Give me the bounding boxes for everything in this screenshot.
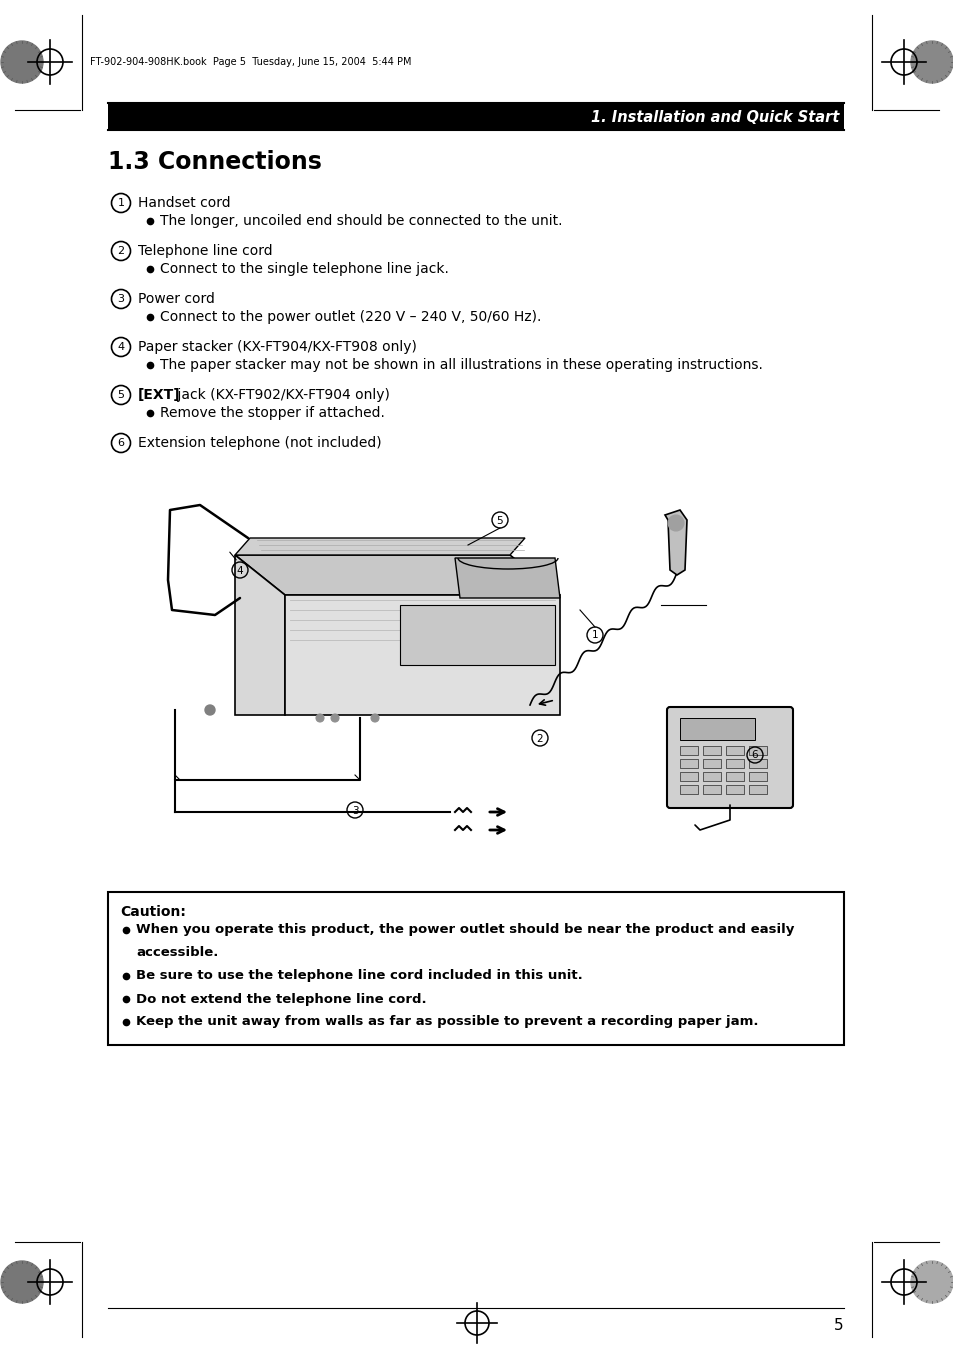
Text: Extension telephone (not included): Extension telephone (not included) bbox=[138, 436, 381, 450]
Text: 6: 6 bbox=[117, 439, 125, 449]
Circle shape bbox=[910, 1260, 952, 1302]
Bar bbox=[702, 746, 720, 755]
Polygon shape bbox=[234, 555, 559, 594]
Text: 1. Installation and Quick Start: 1. Installation and Quick Start bbox=[590, 109, 838, 126]
Circle shape bbox=[667, 515, 683, 531]
Circle shape bbox=[1, 1260, 43, 1302]
Text: Do not extend the telephone line cord.: Do not extend the telephone line cord. bbox=[136, 993, 426, 1005]
Bar bbox=[702, 771, 720, 781]
Circle shape bbox=[331, 713, 338, 721]
Text: [EXT]: [EXT] bbox=[138, 388, 180, 403]
Text: 4: 4 bbox=[236, 566, 243, 576]
Polygon shape bbox=[234, 538, 524, 555]
Bar bbox=[748, 759, 766, 767]
Text: Connect to the power outlet (220 V – 240 V, 50/60 Hz).: Connect to the power outlet (220 V – 240… bbox=[160, 309, 540, 324]
Bar bbox=[748, 785, 766, 794]
Text: Connect to the single telephone line jack.: Connect to the single telephone line jac… bbox=[160, 262, 449, 276]
Polygon shape bbox=[664, 509, 686, 576]
Text: accessible.: accessible. bbox=[136, 947, 218, 959]
Text: 1: 1 bbox=[117, 199, 125, 208]
Polygon shape bbox=[455, 558, 559, 598]
Text: 1: 1 bbox=[591, 631, 598, 640]
Bar bbox=[748, 746, 766, 755]
Text: Remove the stopper if attached.: Remove the stopper if attached. bbox=[160, 407, 384, 420]
Bar bbox=[702, 759, 720, 767]
Text: Power cord: Power cord bbox=[138, 292, 214, 305]
Text: Keep the unit away from walls as far as possible to prevent a recording paper ja: Keep the unit away from walls as far as … bbox=[136, 1016, 758, 1028]
Bar bbox=[725, 785, 743, 794]
Bar bbox=[108, 892, 843, 1046]
Text: The paper stacker may not be shown in all illustrations in these operating instr: The paper stacker may not be shown in al… bbox=[160, 358, 762, 372]
Bar bbox=[725, 771, 743, 781]
Text: jack (KX-FT902/KX-FT904 only): jack (KX-FT902/KX-FT904 only) bbox=[172, 388, 390, 403]
Bar bbox=[702, 785, 720, 794]
Circle shape bbox=[910, 41, 952, 82]
Bar bbox=[679, 717, 754, 740]
Text: When you operate this product, the power outlet should be near the product and e: When you operate this product, the power… bbox=[136, 924, 794, 936]
Text: 5: 5 bbox=[834, 1317, 843, 1332]
Circle shape bbox=[371, 713, 378, 721]
FancyBboxPatch shape bbox=[666, 707, 792, 808]
Circle shape bbox=[315, 713, 324, 721]
Text: FT-902-904-908HK.book  Page 5  Tuesday, June 15, 2004  5:44 PM: FT-902-904-908HK.book Page 5 Tuesday, Ju… bbox=[90, 57, 411, 68]
Text: Caution:: Caution: bbox=[120, 905, 186, 919]
Text: 2: 2 bbox=[537, 734, 543, 743]
Text: 5: 5 bbox=[497, 516, 503, 526]
Bar bbox=[748, 771, 766, 781]
Text: 1.3 Connections: 1.3 Connections bbox=[108, 150, 321, 174]
Text: 5: 5 bbox=[117, 390, 125, 400]
Polygon shape bbox=[285, 594, 559, 715]
Circle shape bbox=[1, 41, 43, 82]
Text: 3: 3 bbox=[352, 805, 358, 816]
Polygon shape bbox=[399, 605, 555, 665]
Bar bbox=[108, 103, 843, 130]
Bar bbox=[725, 746, 743, 755]
Bar bbox=[679, 759, 698, 767]
Circle shape bbox=[205, 705, 214, 715]
Polygon shape bbox=[234, 555, 285, 715]
Text: 4: 4 bbox=[117, 343, 125, 353]
Text: Handset cord: Handset cord bbox=[138, 196, 231, 209]
Bar bbox=[679, 771, 698, 781]
Text: Be sure to use the telephone line cord included in this unit.: Be sure to use the telephone line cord i… bbox=[136, 970, 582, 982]
Bar bbox=[679, 746, 698, 755]
Bar bbox=[725, 759, 743, 767]
Text: Paper stacker (KX-FT904/KX-FT908 only): Paper stacker (KX-FT904/KX-FT908 only) bbox=[138, 340, 416, 354]
Text: The longer, uncoiled end should be connected to the unit.: The longer, uncoiled end should be conne… bbox=[160, 213, 562, 228]
Bar bbox=[679, 785, 698, 794]
Text: 2: 2 bbox=[117, 246, 125, 257]
Text: 6: 6 bbox=[751, 751, 758, 761]
Text: Telephone line cord: Telephone line cord bbox=[138, 245, 273, 258]
Text: 3: 3 bbox=[117, 295, 125, 304]
